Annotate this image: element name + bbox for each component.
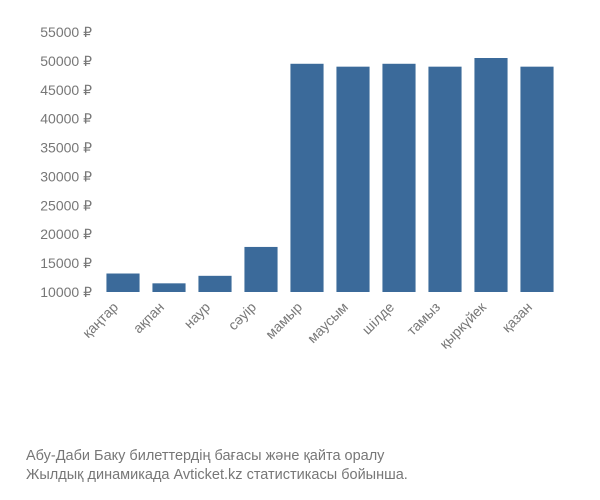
bar (290, 64, 323, 292)
x-tick-label: тамыз (403, 299, 443, 339)
bar (152, 283, 185, 292)
y-tick-label: 10000 ₽ (40, 284, 92, 300)
x-tick-label: сәуір (225, 299, 260, 334)
x-tick-label: қыркүйек (436, 298, 490, 352)
x-tick-label: мамыр (262, 299, 305, 342)
bar (428, 67, 461, 292)
bar (244, 247, 277, 292)
x-tick-label: наур (181, 299, 214, 332)
y-tick-label: 35000 ₽ (40, 140, 92, 156)
y-tick-label: 40000 ₽ (40, 111, 92, 127)
y-tick-label: 20000 ₽ (40, 226, 92, 242)
y-tick-label: 55000 ₽ (40, 24, 92, 40)
caption-line-1: Абу-Даби Баку билеттердің бағасы және қа… (26, 448, 384, 464)
bar (382, 64, 415, 292)
bar (336, 67, 369, 292)
x-tick-label: қазан (499, 299, 536, 336)
bar (474, 58, 507, 292)
x-tick-label: қаңтар (79, 299, 121, 341)
chart-container: 10000 ₽ 15000 ₽ 20000 ₽ 25000 ₽ 30000 ₽ 35000… (0, 0, 600, 500)
bar (520, 67, 553, 292)
caption-line-2: Жылдық динамикада Avticket.kz статистика… (26, 467, 408, 483)
y-tick-label: 45000 ₽ (40, 82, 92, 98)
x-tick-label: маусым (304, 299, 351, 346)
chart-caption: Абу-Даби Баку билеттердің бағасы және қа… (26, 447, 580, 486)
x-tick-label: ақпан (130, 299, 167, 336)
y-tick-label: 15000 ₽ (40, 255, 92, 271)
bar (106, 274, 139, 292)
x-tick-label: шілде (359, 299, 398, 338)
bar-chart: 10000 ₽ 15000 ₽ 20000 ₽ 25000 ₽ 30000 ₽ 35000… (20, 20, 580, 490)
y-tick-label: 50000 ₽ (40, 53, 92, 69)
y-tick-label: 30000 ₽ (40, 168, 92, 184)
bar (198, 276, 231, 292)
y-tick-label: 25000 ₽ (40, 197, 92, 213)
